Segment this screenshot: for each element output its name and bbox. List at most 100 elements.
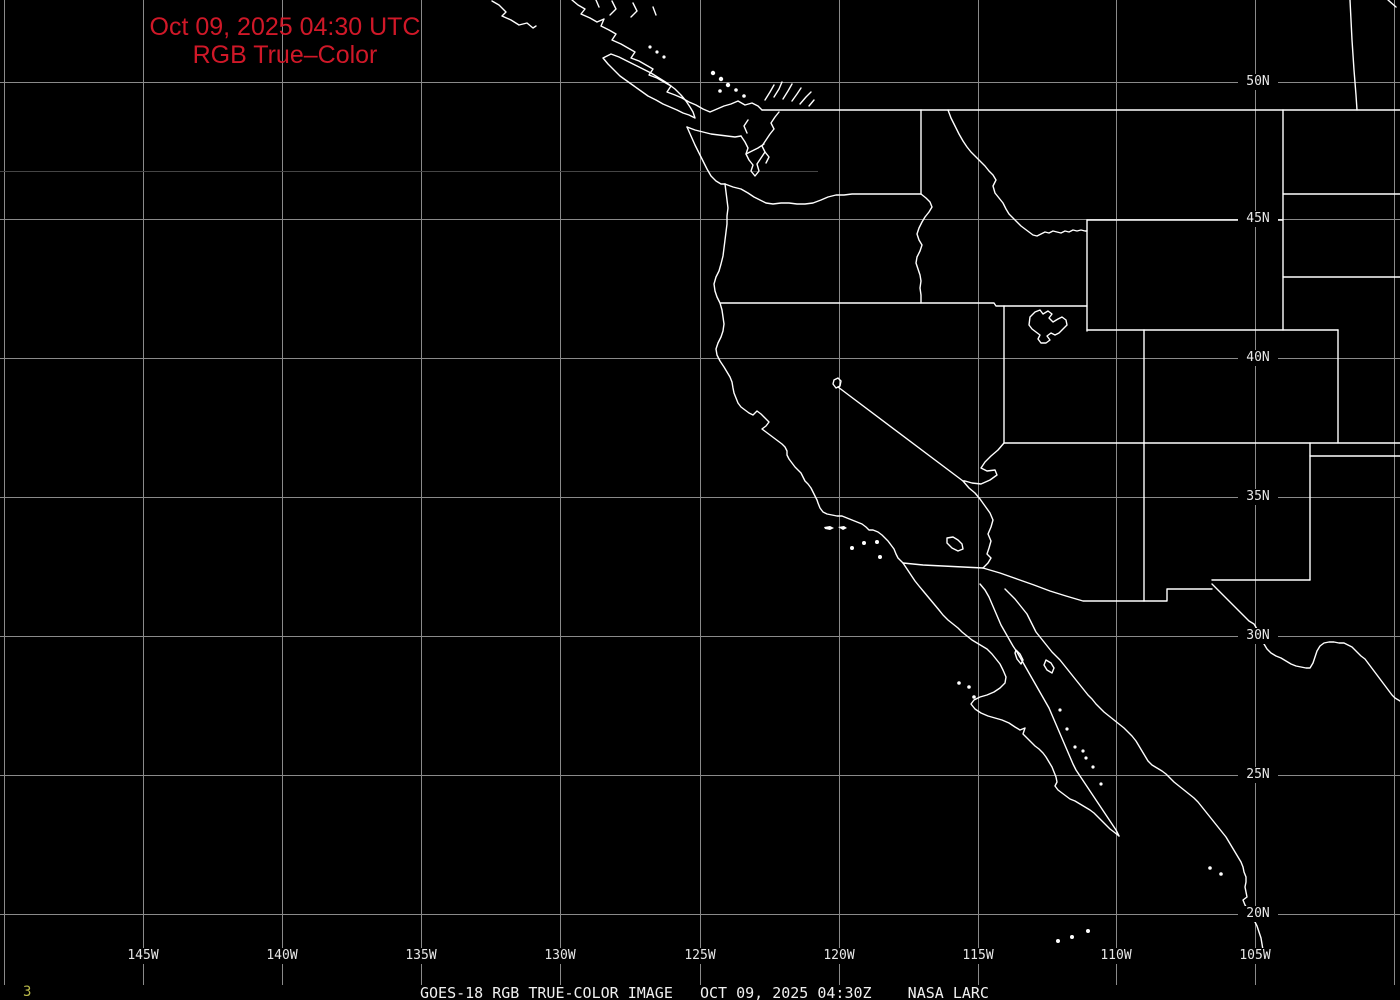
- gulf-of-california-island: [1084, 756, 1088, 760]
- border-42n: [720, 302, 1088, 307]
- longitude-gridline: [700, 0, 701, 985]
- channel-island: [875, 540, 879, 544]
- nayarit-island: [1208, 866, 1212, 870]
- channel-island: [850, 546, 854, 550]
- bc-inlet: [808, 99, 815, 107]
- longitude-tick-label: 140W: [262, 948, 302, 964]
- bc-inlet: [799, 91, 812, 105]
- san-juan-island: [718, 76, 724, 82]
- latitude-gridline: [0, 219, 1400, 220]
- longitude-gridline: [143, 0, 144, 985]
- nm-mexico-border: [1143, 588, 1213, 602]
- longitude-gridline: [282, 0, 283, 985]
- latitude-tick-label: 20N: [1238, 906, 1278, 922]
- longitude-gridline: [421, 0, 422, 985]
- seam-line: [0, 171, 818, 172]
- islands: [648, 45, 1223, 943]
- san-juan-island: [725, 82, 731, 88]
- isla-cedros: [967, 685, 971, 689]
- longitude-gridline: [560, 0, 561, 985]
- bc-fjord: [595, 0, 600, 8]
- latitude-gridline: [0, 636, 1400, 637]
- lake-tahoe: [832, 377, 842, 389]
- great-salt-lake: [1028, 309, 1068, 344]
- channel-island: [824, 526, 834, 530]
- gulf-of-california-island: [1058, 708, 1062, 712]
- bc-fjord: [630, 2, 638, 18]
- puget-sound-branch: [745, 143, 765, 155]
- gulf-of-california-island: [1091, 765, 1095, 769]
- bc-fjord: [609, 0, 617, 16]
- isla-tiburon: [1043, 659, 1055, 674]
- islas-marias: [1056, 939, 1060, 943]
- west-coast: [713, 183, 904, 564]
- puget-sound-branch: [764, 151, 770, 164]
- bc-inlet: [773, 81, 783, 98]
- isla-cedros: [972, 695, 976, 699]
- latitude-tick-label: 40N: [1238, 350, 1278, 366]
- bc-inlet: [791, 87, 802, 102]
- hood-canal: [743, 119, 749, 134]
- title-line-product: RGB True–Color: [192, 41, 378, 69]
- columbia-river-wa-or-border: [724, 183, 922, 205]
- latitude-gridline: [0, 82, 1400, 83]
- ca-nv-diagonal-border: [837, 386, 964, 482]
- longitude-tick-label: 145W: [123, 948, 163, 964]
- mexico-mainland-coast: [1004, 588, 1264, 951]
- political-borders: [720, 0, 1400, 702]
- latitude-gridline: [0, 497, 1400, 498]
- bc-fjord: [652, 6, 657, 16]
- isla-angel-de-la-guarda: [1014, 649, 1024, 665]
- latitude-tick-label: 50N: [1238, 74, 1278, 90]
- latitude-tick-label: 25N: [1238, 767, 1278, 783]
- gulf-island: [655, 50, 659, 54]
- san-juan-island: [742, 94, 746, 98]
- title-line-date: Oct 09, 2025 04:30 UTC: [149, 13, 421, 41]
- colorado-river-border: [962, 442, 1005, 569]
- gulf-island: [648, 45, 652, 49]
- san-juan-island: [710, 70, 716, 76]
- longitude-tick-label: 135W: [401, 948, 441, 964]
- longitude-tick-label: 105W: [1235, 948, 1275, 964]
- coastlines: [491, 0, 1264, 951]
- longitude-gridline: [1394, 0, 1395, 985]
- timestamp-title: Oct 09, 2025 04:30 UTC RGB True–Color: [130, 13, 440, 69]
- longitude-tick-label: 110W: [1096, 948, 1136, 964]
- longitude-gridline: [1116, 0, 1117, 985]
- latitude-gridline: [0, 775, 1400, 776]
- longitude-tick-label: 120W: [819, 948, 859, 964]
- channel-island: [878, 555, 882, 559]
- lakes: [832, 309, 1068, 552]
- gulf-of-california-island: [1099, 782, 1103, 786]
- washington-outer-coast: [686, 126, 726, 185]
- nayarit-island: [1219, 872, 1223, 876]
- gulf-of-california-island: [1081, 749, 1085, 753]
- haida-gwaii-coast: [491, 0, 537, 29]
- latitude-tick-label: 30N: [1238, 628, 1278, 644]
- bc-inlet: [782, 83, 793, 100]
- vancouver-island-coast: [602, 53, 696, 119]
- baja-gulf-coast: [979, 583, 1120, 837]
- isla-cedros: [957, 681, 961, 685]
- bc-mainland-coast: [571, 0, 763, 113]
- latitude-gridline: [0, 358, 1400, 359]
- channel-island: [862, 541, 866, 545]
- islas-marias: [1070, 935, 1074, 939]
- gulf-island: [662, 55, 666, 59]
- longitude-tick-label: 130W: [540, 948, 580, 964]
- az-mexico-border: [982, 567, 1145, 602]
- longitude-gridline: [978, 0, 979, 985]
- sk-mb-border: [1349, 0, 1358, 111]
- longitude-gridline: [839, 0, 840, 985]
- latitude-tick-label: 35N: [1238, 489, 1278, 505]
- corner-border-mark: [1387, 0, 1397, 8]
- longitude-tick-label: 125W: [680, 948, 720, 964]
- bc-inlet: [764, 84, 775, 101]
- or-id-snake-border: [915, 193, 933, 304]
- strait-juan-de-fuca-coast: [686, 126, 742, 138]
- frame-number: 3: [23, 984, 32, 1000]
- caption-text: GOES-18 RGB TRUE-COLOR IMAGE OCT 09, 202…: [420, 984, 989, 1000]
- mt-id-divide-border: [947, 109, 1088, 237]
- latitude-tick-label: 45N: [1238, 211, 1278, 227]
